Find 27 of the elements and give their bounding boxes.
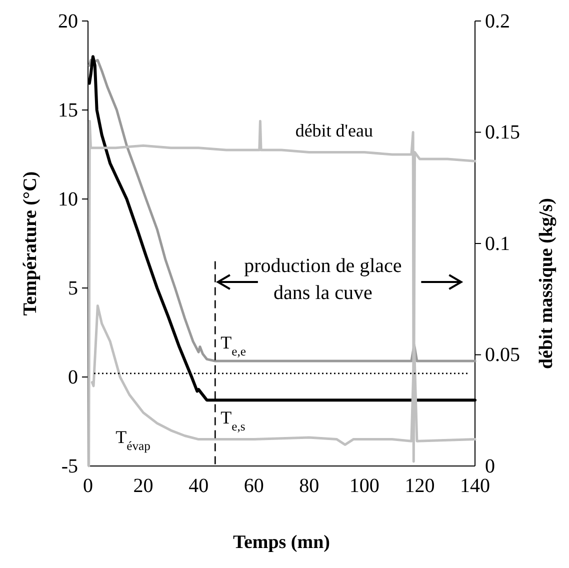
x-axis-title: Temps (mn) (233, 532, 330, 553)
series-label: T$_{e,s}$ (220, 407, 246, 434)
y2-tick-label: 0.1 (485, 232, 510, 255)
y-axis-title: Température (°C) (20, 171, 41, 316)
y2-tick-label: 0.05 (485, 344, 520, 366)
x-tick-label: 0 (83, 475, 93, 498)
annotation: production de glace dans la cuve (244, 254, 402, 304)
x-tick-label: 140 (460, 475, 490, 498)
y2-axis-title: débit massique (kg/s) (536, 198, 557, 370)
y-tick-label: 20 (58, 10, 78, 32)
series-label: débit d'eau (295, 120, 374, 141)
y-tick-label: 15 (58, 99, 78, 122)
x-tick-label: 20 (133, 475, 154, 498)
y-tick-label: 10 (58, 188, 78, 210)
y2-tick-label: 0.15 (485, 122, 520, 144)
y-tick-label: 5 (68, 277, 78, 300)
x-tick-label: 100 (349, 475, 380, 498)
y-tick-label: -5 (61, 455, 78, 478)
x-tick-label: 80 (299, 475, 320, 498)
series-label: T$_{évap}$ (116, 426, 150, 453)
x-tick-label: 120 (404, 475, 435, 498)
y2-tick-label: 0.2 (485, 10, 510, 32)
x-tick-label: 60 (244, 475, 264, 498)
x-tick-label: 40 (188, 475, 209, 498)
y2-tick-label: 0 (485, 455, 495, 478)
series-label: T$_{e,e}$ (220, 332, 246, 359)
y-tick-label: 0 (68, 366, 78, 388)
